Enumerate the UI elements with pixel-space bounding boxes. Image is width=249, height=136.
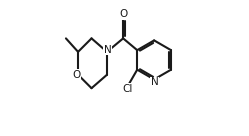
Text: Cl: Cl xyxy=(122,84,132,94)
Text: O: O xyxy=(72,70,81,80)
Text: N: N xyxy=(104,45,112,55)
Text: O: O xyxy=(119,9,127,19)
Text: N: N xyxy=(151,77,159,87)
